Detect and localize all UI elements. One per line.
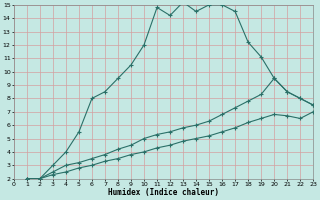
X-axis label: Humidex (Indice chaleur): Humidex (Indice chaleur) [108,188,219,197]
